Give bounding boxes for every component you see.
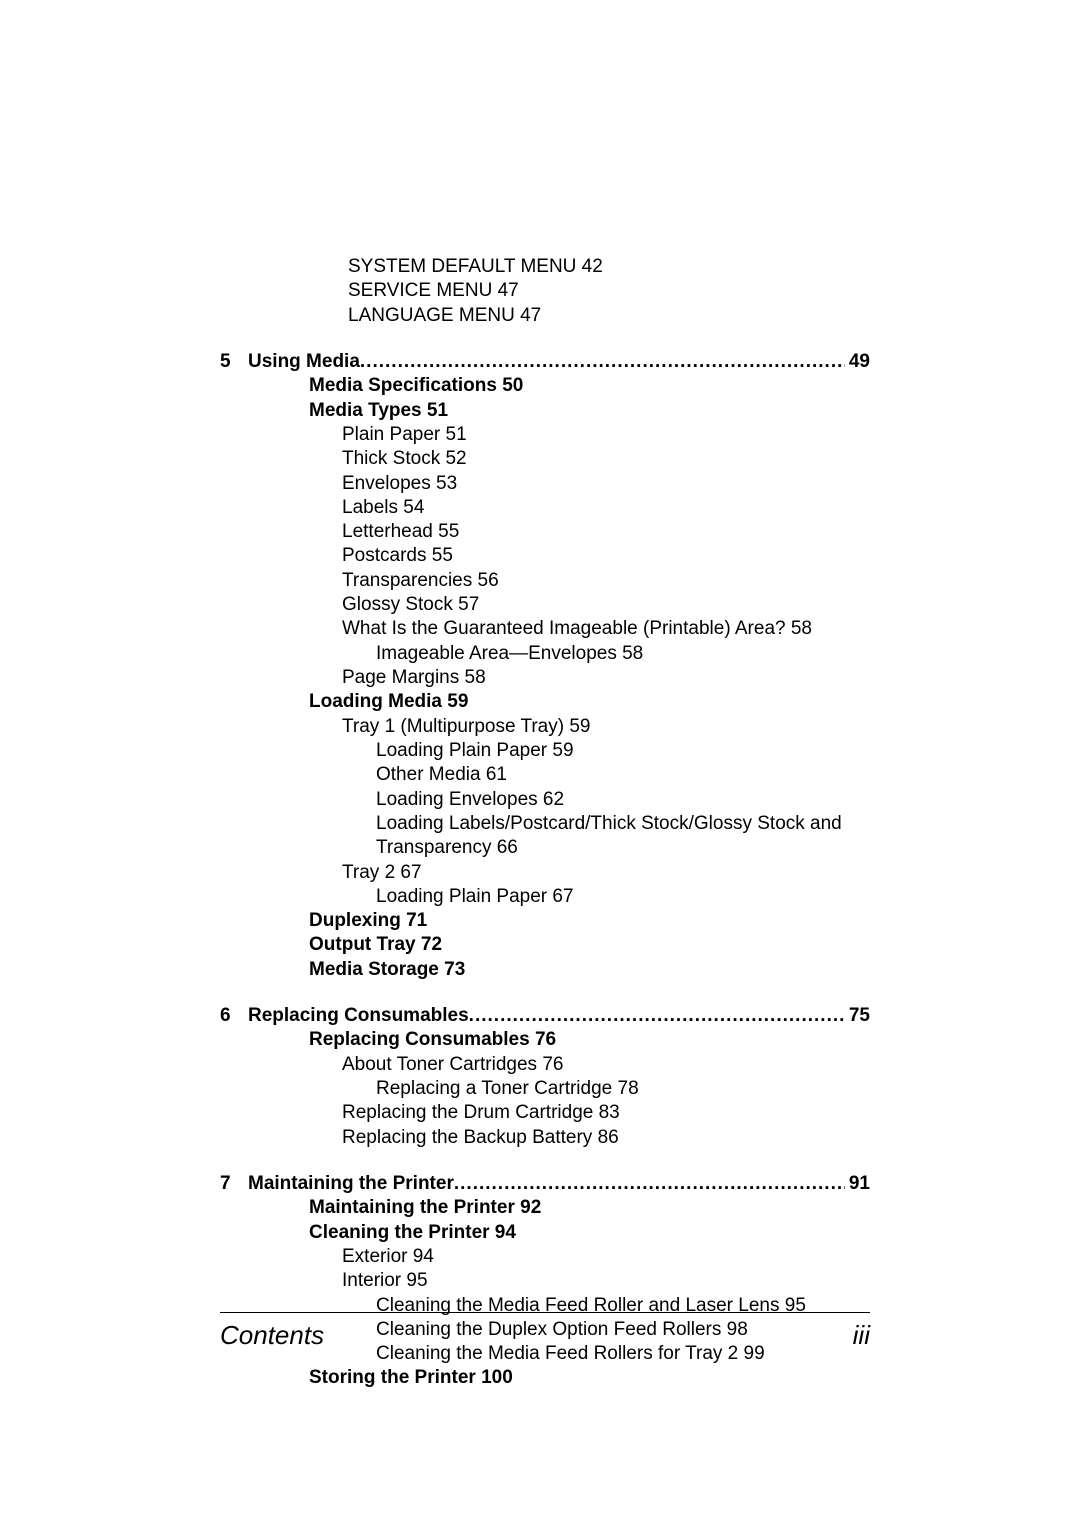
- toc-entry: Replacing the Backup Battery 86: [248, 1126, 870, 1150]
- toc-leader: [469, 1004, 845, 1028]
- toc-entry: Interior 95: [248, 1269, 870, 1293]
- toc-entry: Media Specifications 50: [248, 374, 870, 398]
- footer-row: Contents iii: [220, 1319, 870, 1352]
- toc-entry: Replacing a Toner Cartridge 78: [248, 1077, 870, 1101]
- toc-entry: What Is the Guaranteed Imageable (Printa…: [248, 617, 870, 641]
- toc-entry: Loading Plain Paper 59: [248, 739, 870, 763]
- toc-leader: [454, 1172, 845, 1196]
- toc-entry: Plain Paper 51: [248, 423, 870, 447]
- toc-entry: Loading Labels/Postcard/Thick Stock/Glos…: [248, 812, 870, 861]
- toc-chapter-number: 5: [220, 350, 248, 374]
- toc-chapter-title: Using Media: [248, 350, 360, 374]
- toc-entry: Media Storage 73: [248, 958, 870, 982]
- page-footer: Contents iii: [220, 1312, 870, 1352]
- toc-entry: Loading Plain Paper 67: [248, 885, 870, 909]
- toc-section-block: Replacing Consumables 76About Toner Cart…: [220, 1028, 870, 1150]
- toc-entry: SERVICE MENU 47: [220, 279, 870, 303]
- toc-chapter-number: 7: [220, 1172, 248, 1196]
- toc-entry: Exterior 94: [248, 1245, 870, 1269]
- toc-entry: Thick Stock 52: [248, 447, 870, 471]
- toc-entry: Output Tray 72: [248, 933, 870, 957]
- toc-entry: Letterhead 55: [248, 520, 870, 544]
- toc-entry: Loading Envelopes 62: [248, 788, 870, 812]
- toc-entry: About Toner Cartridges 76: [248, 1053, 870, 1077]
- toc-entry: Loading Media 59: [248, 690, 870, 714]
- toc-entry: Tray 1 (Multipurpose Tray) 59: [248, 715, 870, 739]
- toc-entry: Imageable Area—Envelopes 58: [248, 642, 870, 666]
- toc-leader: [360, 350, 845, 374]
- toc-entry: Page Margins 58: [248, 666, 870, 690]
- toc-entry: Media Types 51: [248, 399, 870, 423]
- toc-entry: Other Media 61: [248, 763, 870, 787]
- toc-chapter-row: 6Replacing Consumables 75: [220, 1004, 870, 1028]
- toc-entry: Maintaining the Printer 92: [248, 1196, 870, 1220]
- toc-chapter-number: 6: [220, 1004, 248, 1028]
- toc-entry: Replacing the Drum Cartridge 83: [248, 1101, 870, 1125]
- footer-left: Contents: [220, 1319, 324, 1352]
- toc-chapter-page: 75: [845, 1004, 870, 1028]
- toc-chapter-page: 49: [845, 350, 870, 374]
- toc-chapter-title: Replacing Consumables: [248, 1004, 469, 1028]
- footer-rule: [220, 1312, 870, 1313]
- toc-entry: Duplexing 71: [248, 909, 870, 933]
- toc-entry: Cleaning the Printer 94: [248, 1221, 870, 1245]
- toc-chapter-row: 5Using Media 49: [220, 350, 870, 374]
- toc-entry: Envelopes 53: [248, 472, 870, 496]
- toc-entry: Glossy Stock 57: [248, 593, 870, 617]
- page: SYSTEM DEFAULT MENU 42SERVICE MENU 47LAN…: [0, 0, 1080, 1527]
- toc-entry: LANGUAGE MENU 47: [220, 304, 870, 328]
- toc-chapter-row: 7Maintaining the Printer 91: [220, 1172, 870, 1196]
- toc-entry: Storing the Printer 100: [248, 1366, 870, 1390]
- toc-section-block: Media Specifications 50Media Types 51Pla…: [220, 374, 870, 982]
- toc-entry: Postcards 55: [248, 544, 870, 568]
- toc-section-block: Maintaining the Printer 92Cleaning the P…: [220, 1196, 870, 1391]
- table-of-contents: SYSTEM DEFAULT MENU 42SERVICE MENU 47LAN…: [220, 255, 870, 1391]
- toc-entry: Transparencies 56: [248, 569, 870, 593]
- toc-chapter-page: 91: [845, 1172, 870, 1196]
- footer-right: iii: [853, 1319, 870, 1352]
- toc-entry: Labels 54: [248, 496, 870, 520]
- toc-entry: Replacing Consumables 76: [248, 1028, 870, 1052]
- toc-entry: SYSTEM DEFAULT MENU 42: [220, 255, 870, 279]
- toc-chapter-title: Maintaining the Printer: [248, 1172, 454, 1196]
- toc-entry: Tray 2 67: [248, 861, 870, 885]
